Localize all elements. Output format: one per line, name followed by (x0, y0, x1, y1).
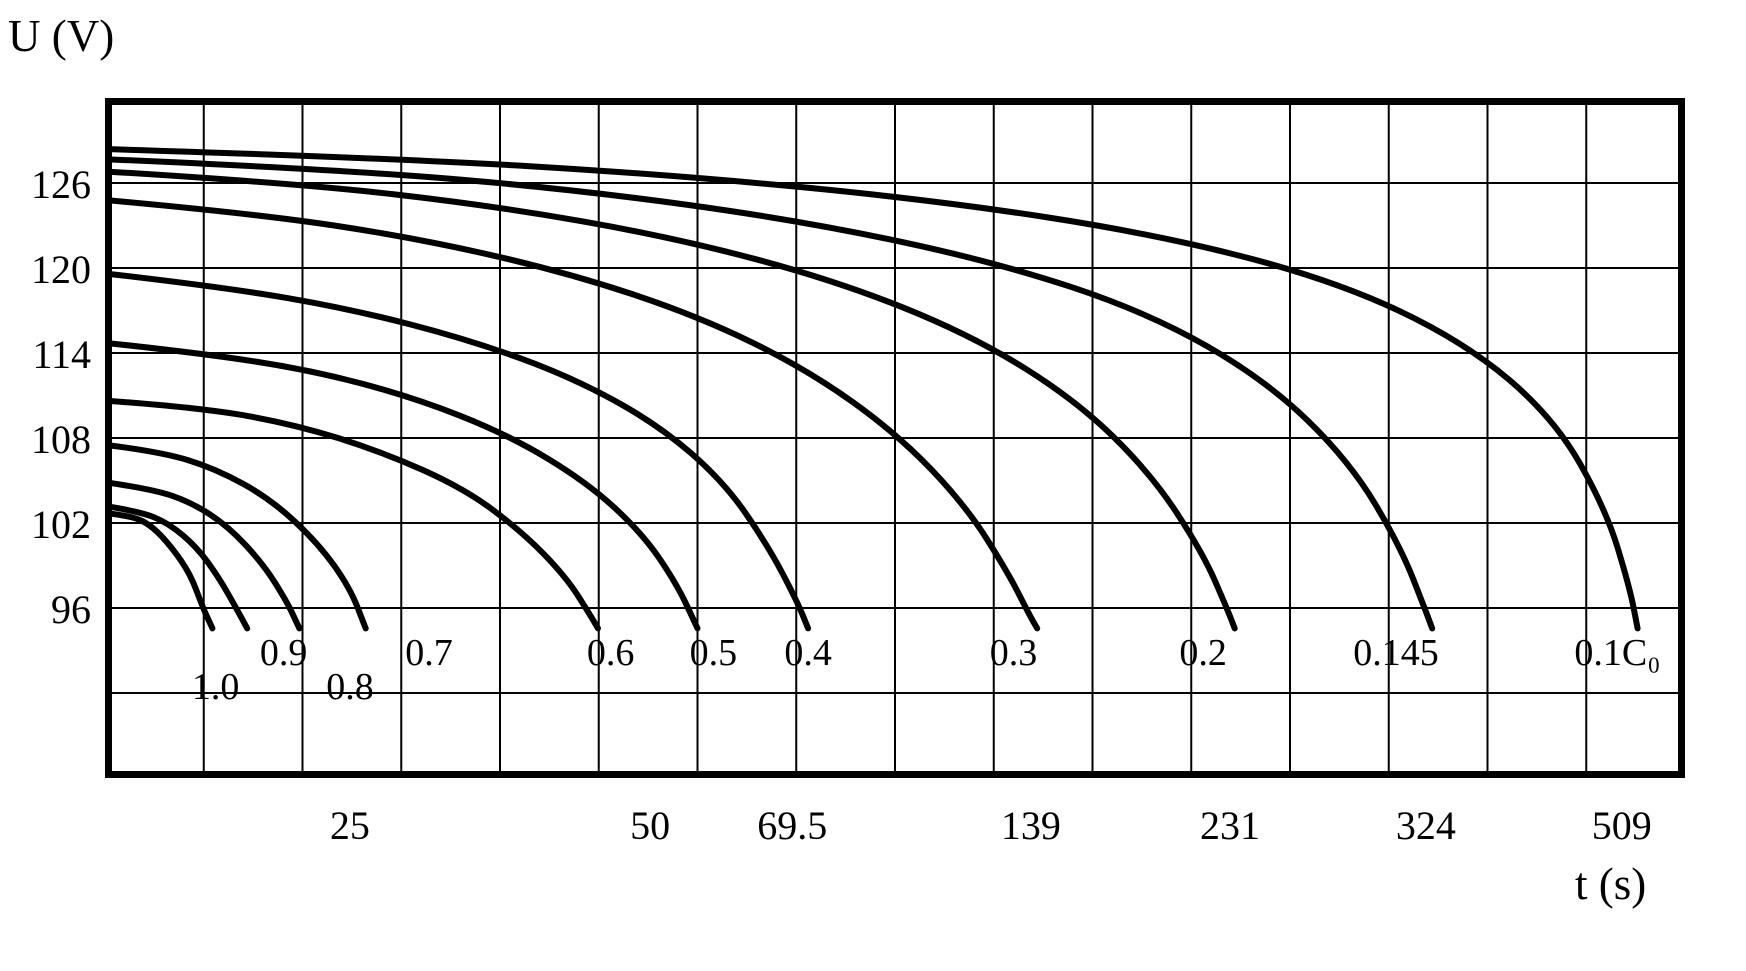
x-tick-label: 139 (1001, 802, 1061, 849)
x-tick-label: 69.5 (757, 802, 827, 849)
curve-label: 0.8 (326, 665, 374, 709)
discharge-chart: U (V) 126 120 114 108 102 96 25 50 69.5 139 231 32… (0, 0, 1746, 971)
x-tick-label: 50 (630, 802, 670, 849)
y-tick-label: 114 (32, 331, 91, 378)
curve-label: 0.5 (690, 631, 738, 675)
x-tick-label: 231 (1200, 802, 1260, 849)
curve-label: 0.1C₀ (1574, 631, 1660, 675)
x-tick-label: 324 (1396, 802, 1456, 849)
x-axis-title: t (s) (1575, 858, 1646, 910)
curve-label: 0.4 (784, 631, 832, 675)
curve-label: 0.2 (1179, 631, 1227, 675)
discharge-curve (105, 513, 212, 629)
y-tick-label: 108 (31, 416, 91, 463)
curve-label: 1.0 (192, 665, 240, 709)
curve-label: 0.6 (587, 631, 635, 675)
y-tick-label: 96 (51, 586, 91, 633)
y-tick-label: 126 (31, 161, 91, 208)
y-tick-label: 120 (31, 246, 91, 293)
discharge-curve (105, 273, 808, 628)
discharge-curve (105, 171, 1235, 628)
x-tick-label: 509 (1592, 802, 1652, 849)
curve-label: 0.3 (990, 631, 1038, 675)
y-tick-label: 102 (31, 501, 91, 548)
discharge-curve (105, 149, 1638, 628)
x-tick-label: 25 (330, 802, 370, 849)
y-axis-title: U (V) (8, 10, 114, 62)
curve-label: 0.145 (1353, 631, 1439, 675)
discharge-curve (105, 159, 1432, 628)
curve-label: 0.7 (405, 631, 453, 675)
curve-label: 0.9 (260, 631, 308, 675)
